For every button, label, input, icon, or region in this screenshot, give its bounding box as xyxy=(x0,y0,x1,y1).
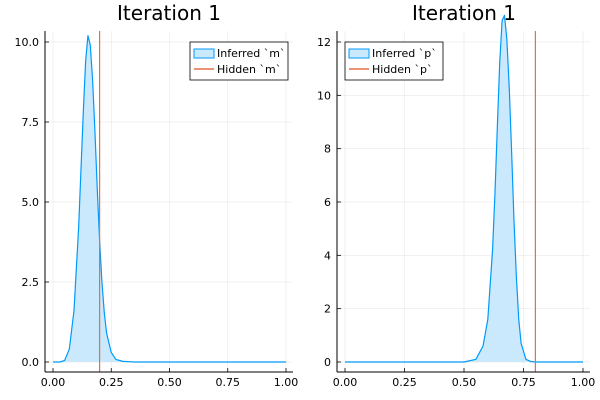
inferred-density-line xyxy=(53,34,286,363)
y-tick-label: 7.5 xyxy=(22,116,40,129)
x-tick-label: 1.00 xyxy=(571,376,596,389)
left-legend-inferred-swatch xyxy=(193,48,215,59)
right-legend-inferred-swatch xyxy=(348,48,370,59)
right-chart-axes xyxy=(336,31,590,373)
x-tick-label: 0.75 xyxy=(511,376,536,389)
x-tick-label: 0.75 xyxy=(216,376,241,389)
left-legend-box xyxy=(189,41,289,81)
y-tick-label: 10.0 xyxy=(15,36,40,49)
x-tick-label: 0.50 xyxy=(452,376,477,389)
y-tick-label: 10 xyxy=(317,89,331,102)
y-tick-label: 4 xyxy=(324,249,331,262)
left-legend-hidden-label: Hidden `m` xyxy=(217,63,281,76)
x-tick-label: 0.25 xyxy=(99,376,124,389)
left-chart-x-ticks: 0.00 0.25 0.50 0.75 1.00 xyxy=(41,368,299,389)
right-chart-panel: Iteration 1 0.00 0.25 0.50 0.75 1.00 0 2 4 6 8 10… xyxy=(317,1,595,389)
inferred-density-fill xyxy=(53,35,286,362)
right-chart-x-ticks: 0.00 0.25 0.50 0.75 1.00 xyxy=(333,368,596,389)
left-legend-inferred-label: Inferred `m` xyxy=(217,47,285,60)
left-chart-legend: Inferred `m` Hidden `m` xyxy=(189,41,289,81)
right-chart-title: Iteration 1 xyxy=(412,1,516,25)
y-tick-label: 2.5 xyxy=(22,276,40,289)
y-tick-label: 5.0 xyxy=(22,196,40,209)
x-tick-label: 0.00 xyxy=(41,376,66,389)
left-chart-axes xyxy=(44,31,293,373)
y-tick-label: 2 xyxy=(324,303,331,316)
left-chart-series-area xyxy=(53,35,286,362)
y-tick-label: 0.0 xyxy=(22,356,40,369)
x-tick-label: 0.00 xyxy=(333,376,358,389)
right-legend-hidden-label: Hidden `p` xyxy=(372,63,433,76)
right-chart-grid xyxy=(337,31,590,372)
left-chart-y-ticks: 0.0 2.5 5.0 7.5 10.0 xyxy=(15,36,49,369)
right-chart-legend: Inferred `p` Hidden `p` xyxy=(344,41,444,81)
inferred-density-line xyxy=(345,14,583,363)
x-tick-label: 0.25 xyxy=(392,376,417,389)
x-tick-label: 0.50 xyxy=(157,376,182,389)
y-tick-label: 12 xyxy=(317,36,331,49)
right-chart-y-ticks: 0 2 4 6 8 10 12 xyxy=(317,36,341,369)
x-tick-label: 1.00 xyxy=(274,376,299,389)
y-tick-label: 8 xyxy=(324,143,331,156)
right-chart-series-lines xyxy=(345,14,583,372)
left-chart-series-lines xyxy=(53,31,286,372)
left-chart-panel: Iteration 1 0.00 0.25 0.50 0.75 1.00 0.0 2.5 5… xyxy=(15,1,299,389)
left-chart-title: Iteration 1 xyxy=(117,1,221,25)
right-legend-inferred-label: Inferred `p` xyxy=(372,47,437,60)
right-legend-box xyxy=(344,41,444,81)
y-tick-label: 6 xyxy=(324,196,331,209)
y-tick-label: 0 xyxy=(324,356,331,369)
